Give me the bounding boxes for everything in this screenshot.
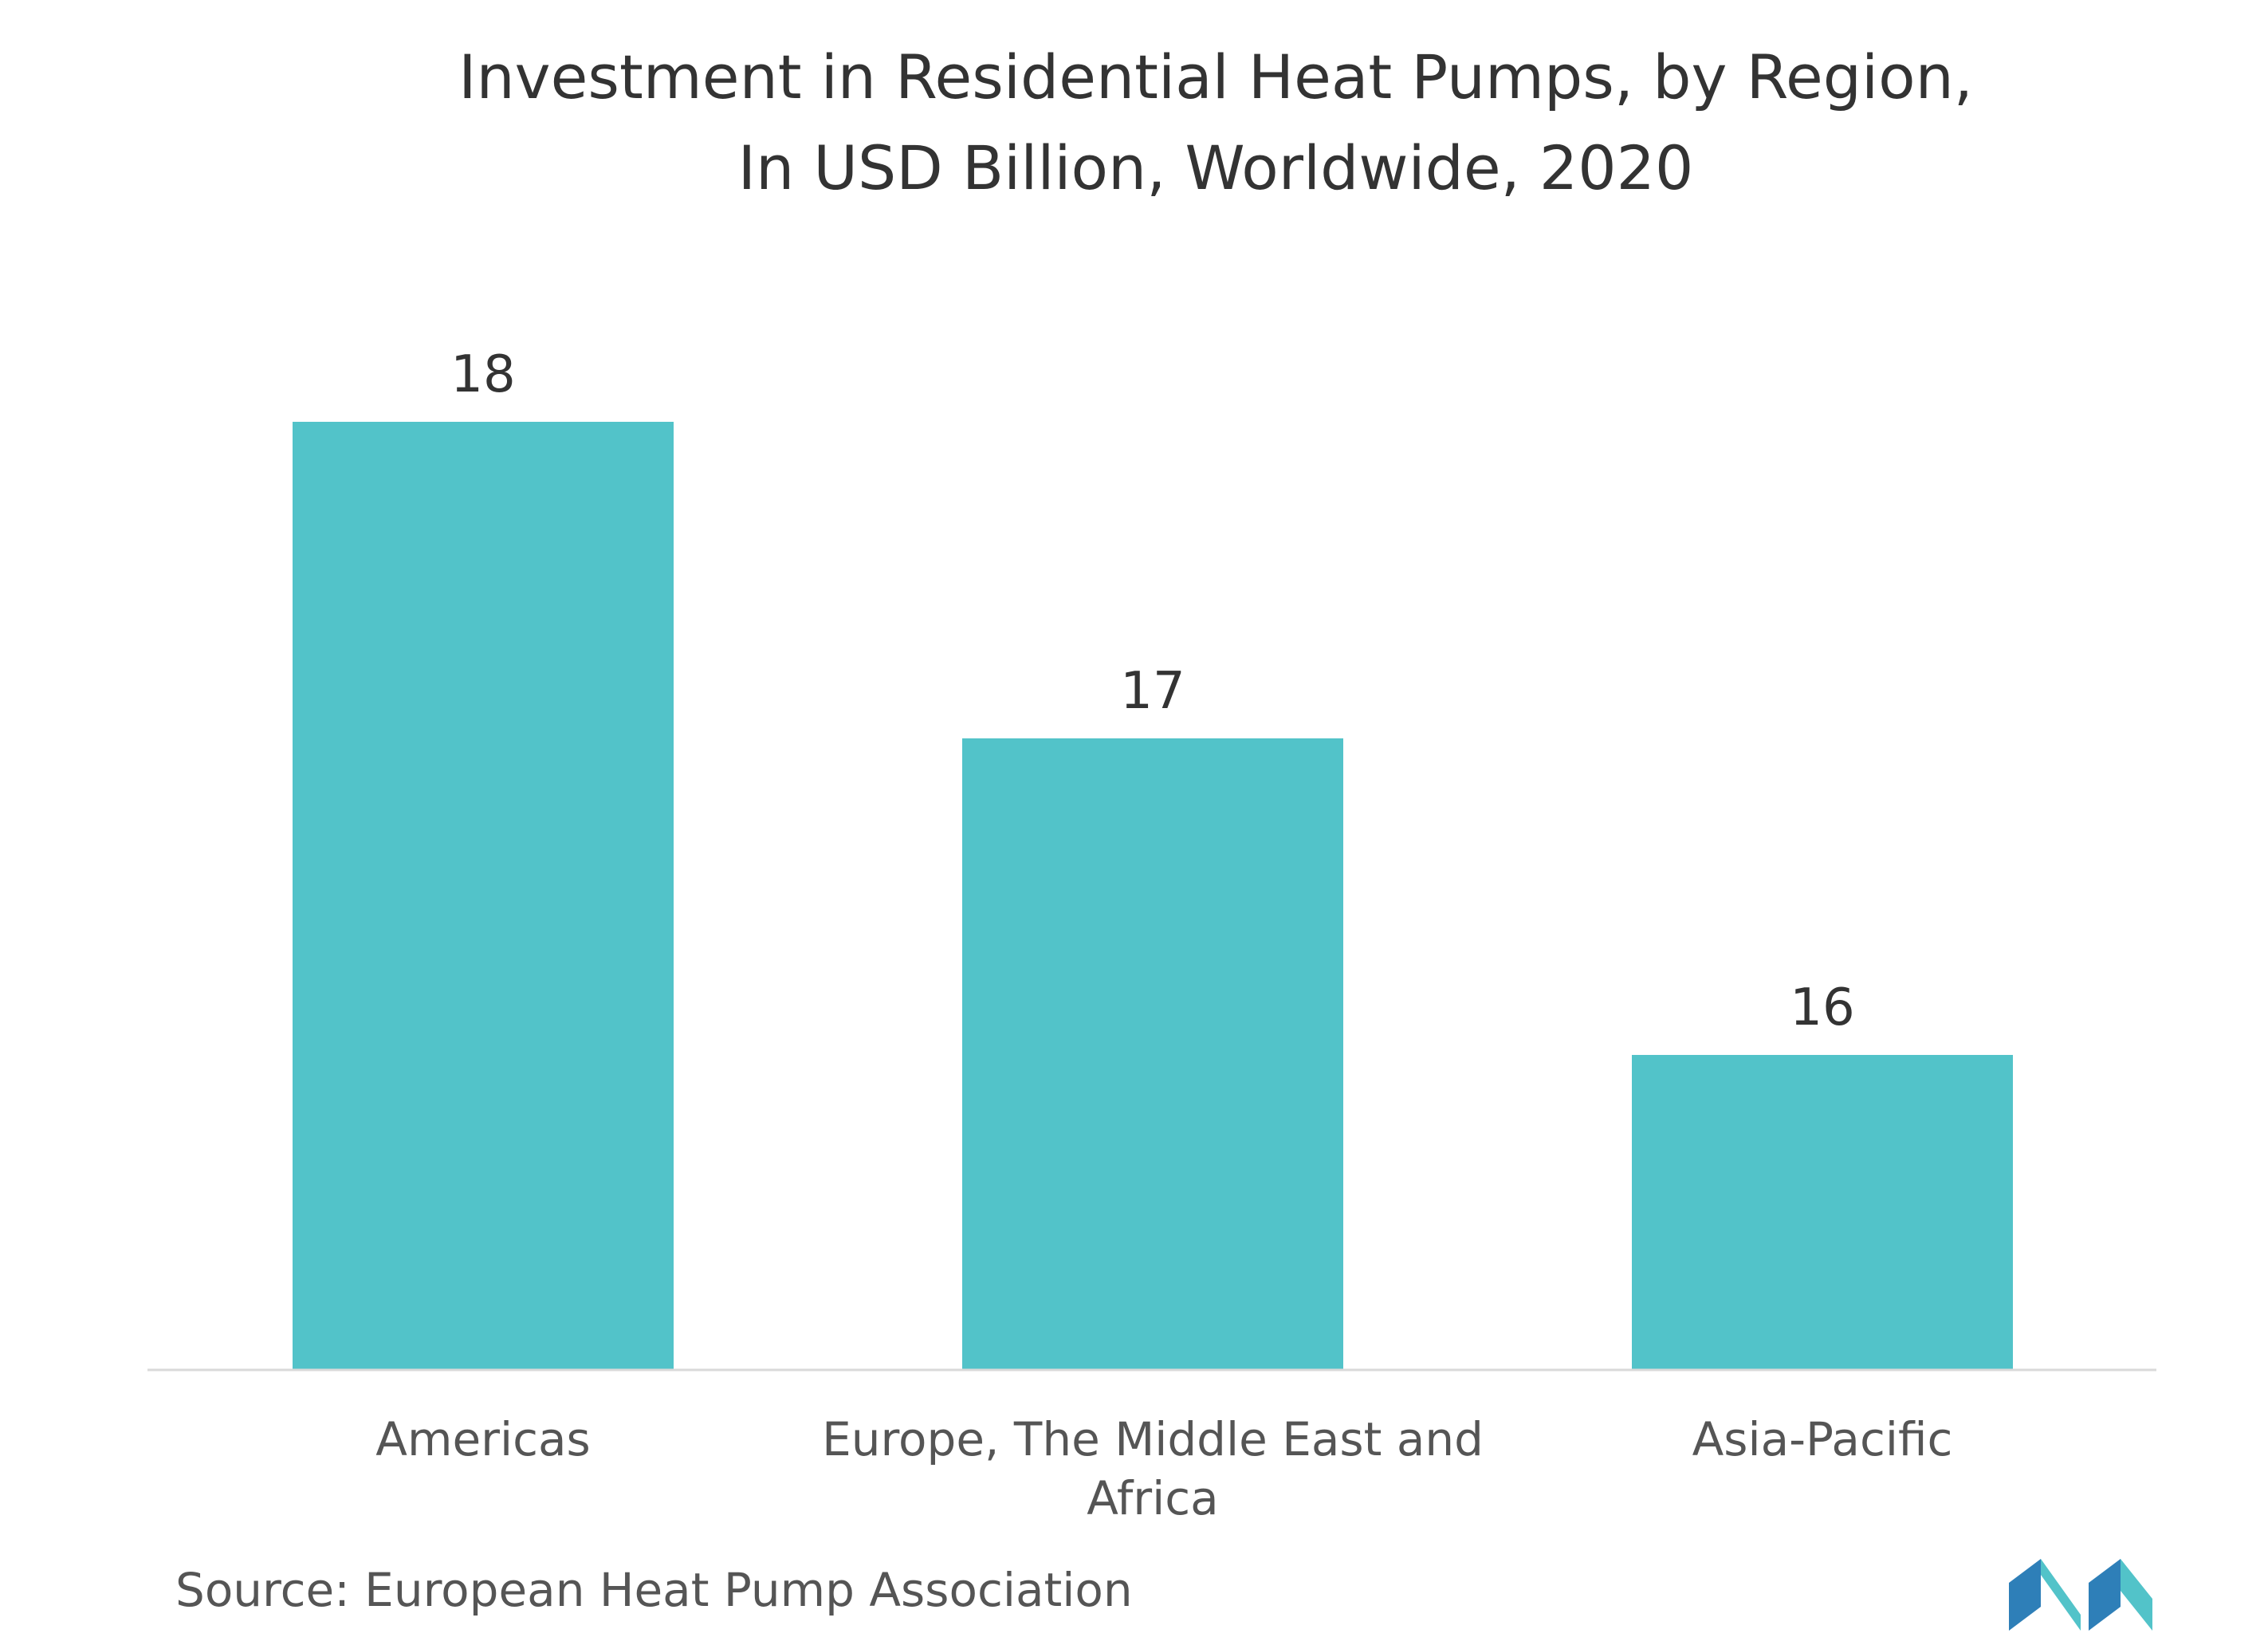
data-label-1: 17 (1120, 662, 1185, 721)
x-tick-label-1-1: Africa (1087, 1471, 1218, 1525)
bar-0 (293, 421, 674, 1370)
source-note: Source: European Heat Pump Association (175, 1563, 1133, 1617)
x-tick-label-0-0: Americas (375, 1412, 590, 1466)
data-label-0: 18 (450, 345, 515, 404)
logo-left-shape (2009, 1559, 2041, 1631)
bar-1 (962, 738, 1343, 1370)
x-tick-label-2-0: Asia-Pacific (1692, 1412, 1953, 1466)
logo-right-shape (2089, 1559, 2121, 1631)
chart-title-line-2: In USD Billion, Worldwide, 2020 (737, 132, 1694, 203)
logo-far-right-shape (2121, 1559, 2152, 1631)
chart-title-line-1: Investment in Residential Heat Pumps, by… (458, 41, 1973, 112)
x-tick-label-1-0: Europe, The Middle East and (822, 1412, 1484, 1466)
logo-middle-shape (2041, 1559, 2081, 1631)
company-logo (2009, 1559, 2152, 1631)
chart-title: Investment in Residential Heat Pumps, by… (0, 32, 2268, 214)
bar-2 (1632, 1054, 2013, 1370)
data-label-2: 16 (1790, 978, 1854, 1037)
